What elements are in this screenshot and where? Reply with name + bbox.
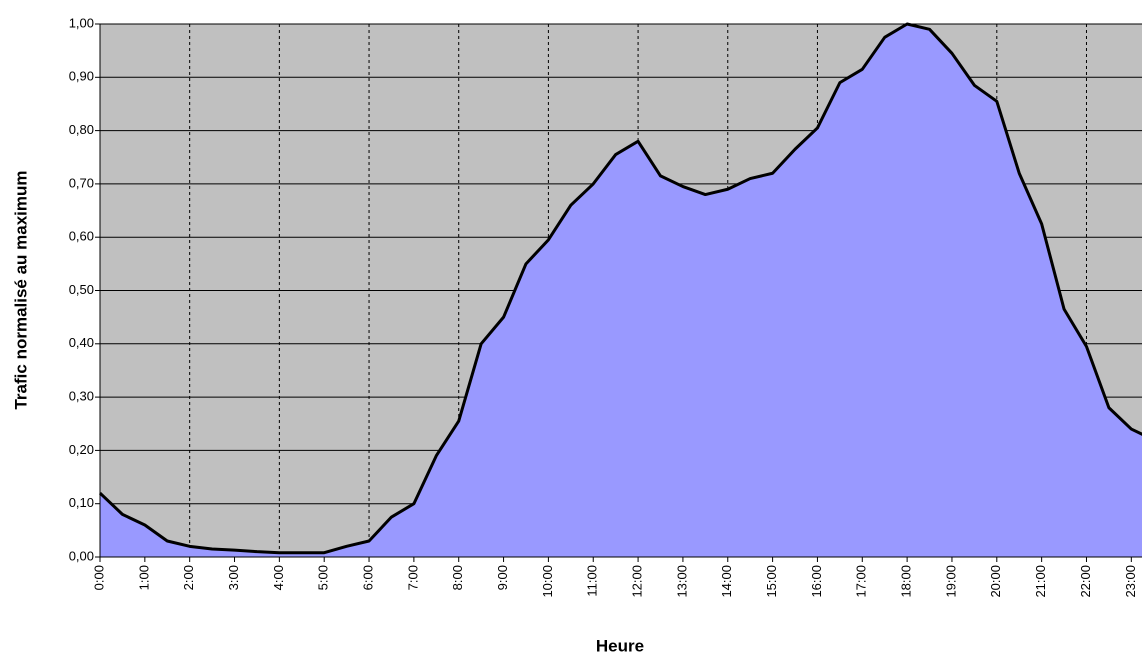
x-tick-label: 12:00	[630, 565, 645, 598]
y-tick-label: 0,30	[69, 389, 94, 404]
y-tick-label: 0,00	[69, 548, 94, 563]
x-tick-label: 3:00	[226, 565, 241, 590]
x-tick-label: 15:00	[764, 565, 779, 598]
x-tick-label: 4:00	[271, 565, 286, 590]
line	[98, 22, 1142, 555]
x-tick-label: 17:00	[854, 565, 869, 598]
x-tick-label: 14:00	[719, 565, 734, 598]
x-tick-label: 9:00	[495, 565, 510, 590]
y-tick-label: 0,10	[69, 495, 94, 510]
y-tick-label: 0,40	[69, 335, 94, 350]
y-tick-label: 0,90	[69, 69, 94, 84]
y-tick-label: 0,80	[69, 122, 94, 137]
area	[100, 24, 1142, 557]
x-tick-label: 0:00	[91, 565, 106, 590]
x-tick-label: 21:00	[1033, 565, 1048, 598]
x-tick-label: 18:00	[899, 565, 914, 598]
x-tick-label: 10:00	[540, 565, 555, 598]
x-tick-label: 7:00	[405, 565, 420, 590]
y-tick-label: 0,20	[69, 442, 94, 457]
x-tick-label: 8:00	[450, 565, 465, 590]
y-tick-label: 0,50	[69, 282, 94, 297]
x-tick-label: 19:00	[943, 565, 958, 598]
x-axis-title: Heure	[596, 636, 644, 655]
x-tick-label: 2:00	[181, 565, 196, 590]
x-tick-label: 22:00	[1078, 565, 1093, 598]
x-tick-label: 13:00	[674, 565, 689, 598]
x-tick-label: 5:00	[316, 565, 331, 590]
x-tick-label: 1:00	[136, 565, 151, 590]
y-axis-title: Trafic normalisé au maximum	[11, 170, 30, 409]
x-tick-label: 20:00	[988, 565, 1003, 598]
x-tick-label: 23:00	[1123, 565, 1138, 598]
x-tick-label: 16:00	[809, 565, 824, 598]
y-tick-label: 1,00	[69, 15, 94, 30]
y-tick-label: 0,60	[69, 229, 94, 244]
x-tick-label: 11:00	[585, 565, 600, 597]
x-tick-label: 6:00	[360, 565, 375, 590]
y-tick-label: 0,70	[69, 175, 94, 190]
